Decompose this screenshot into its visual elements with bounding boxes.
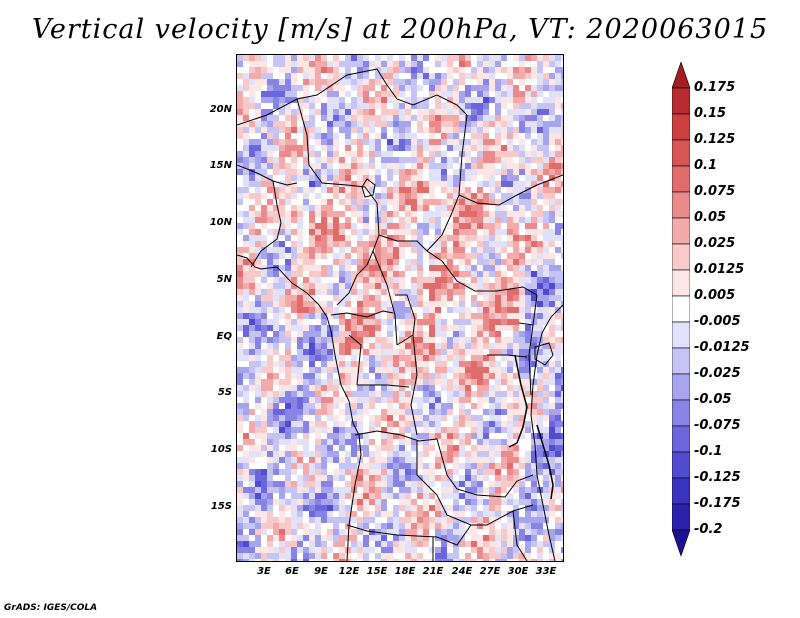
- lon-tick: 9E: [314, 566, 328, 577]
- lon-tick: 30E: [507, 566, 529, 577]
- lake: [536, 424, 554, 500]
- colorbar-label: -0.2: [694, 522, 723, 537]
- vertical-velocity-map: [236, 54, 564, 562]
- colorbar-segment: [672, 165, 690, 193]
- lon-tick: 33E: [535, 566, 557, 577]
- colorbar-label: -0.025: [694, 366, 741, 381]
- colorbar-label: -0.075: [694, 418, 741, 433]
- colorbar-segment: [672, 399, 690, 427]
- lat-tick: 5S: [217, 387, 232, 398]
- colorbar-segment: [672, 477, 690, 505]
- colorbar-segment: [672, 139, 690, 167]
- lon-tick: 18E: [394, 566, 416, 577]
- colorbar-segment: [672, 295, 690, 323]
- colorbar-label: 0.125: [694, 132, 736, 147]
- colorbar-label: 0.0125: [694, 262, 745, 277]
- colorbar-label: 0.05: [694, 210, 727, 225]
- map-field: [237, 55, 563, 561]
- credit-text: GrADS: IGES/COLA: [4, 603, 98, 613]
- east-coast: [530, 304, 563, 561]
- colorbar-top-arrow: [672, 62, 690, 89]
- colorbar-label: -0.005: [694, 314, 741, 329]
- colorbar-label: 0.075: [694, 184, 736, 199]
- colorbar-label: -0.125: [694, 470, 741, 485]
- colorbar-segment: [672, 87, 690, 115]
- colorbar-segment: [672, 269, 690, 297]
- lat-tick: 5N: [216, 274, 232, 285]
- colorbar-label: -0.05: [694, 392, 732, 407]
- lat-tick: 10S: [210, 444, 232, 455]
- lon-tick: 21E: [422, 566, 444, 577]
- lat-tick: 20N: [209, 104, 232, 115]
- lat-tick: 15N: [209, 160, 232, 171]
- lon-tick: 3E: [257, 566, 271, 577]
- colorbar-label: 0.025: [694, 236, 736, 251]
- colorbar-label: -0.175: [694, 496, 741, 511]
- colorbar-label: 0.1: [694, 158, 718, 173]
- country-borders: [237, 68, 563, 561]
- colorbar: [672, 62, 690, 557]
- lat-tick: 15S: [210, 501, 232, 512]
- colorbar-segment: [672, 217, 690, 245]
- colorbar-segment: [672, 347, 690, 375]
- colorbar-segment: [672, 113, 690, 141]
- colorbar-segment: [672, 191, 690, 219]
- lon-tick: 12E: [338, 566, 360, 577]
- colorbar-segment: [672, 425, 690, 453]
- colorbar-label: -0.1: [694, 444, 723, 459]
- colorbar-segment: [672, 451, 690, 479]
- lon-tick: 6E: [285, 566, 299, 577]
- colorbar-label: 0.175: [694, 80, 736, 95]
- colorbar-label: -0.0125: [694, 340, 750, 355]
- colorbar-label: 0.15: [694, 106, 727, 121]
- lon-tick: 27E: [479, 566, 501, 577]
- lake: [534, 342, 554, 366]
- lon-tick: 15E: [366, 566, 388, 577]
- colorbar-label: 0.005: [694, 288, 736, 303]
- colorbar-segment: [672, 373, 690, 401]
- coastline: [237, 254, 362, 561]
- colorbar-segment: [672, 243, 690, 271]
- colorbar-segment: [672, 321, 690, 349]
- lake: [361, 178, 376, 198]
- colorbar-bottom-arrow: [672, 529, 690, 557]
- lon-tick: 24E: [451, 566, 473, 577]
- lake: [508, 354, 528, 448]
- colorbar-segment: [672, 503, 690, 531]
- lat-tick: 10N: [209, 217, 232, 228]
- map-title: Vertical velocity [m/s] at 200hPa, VT: 2…: [31, 14, 769, 45]
- lat-tick: EQ: [216, 331, 232, 342]
